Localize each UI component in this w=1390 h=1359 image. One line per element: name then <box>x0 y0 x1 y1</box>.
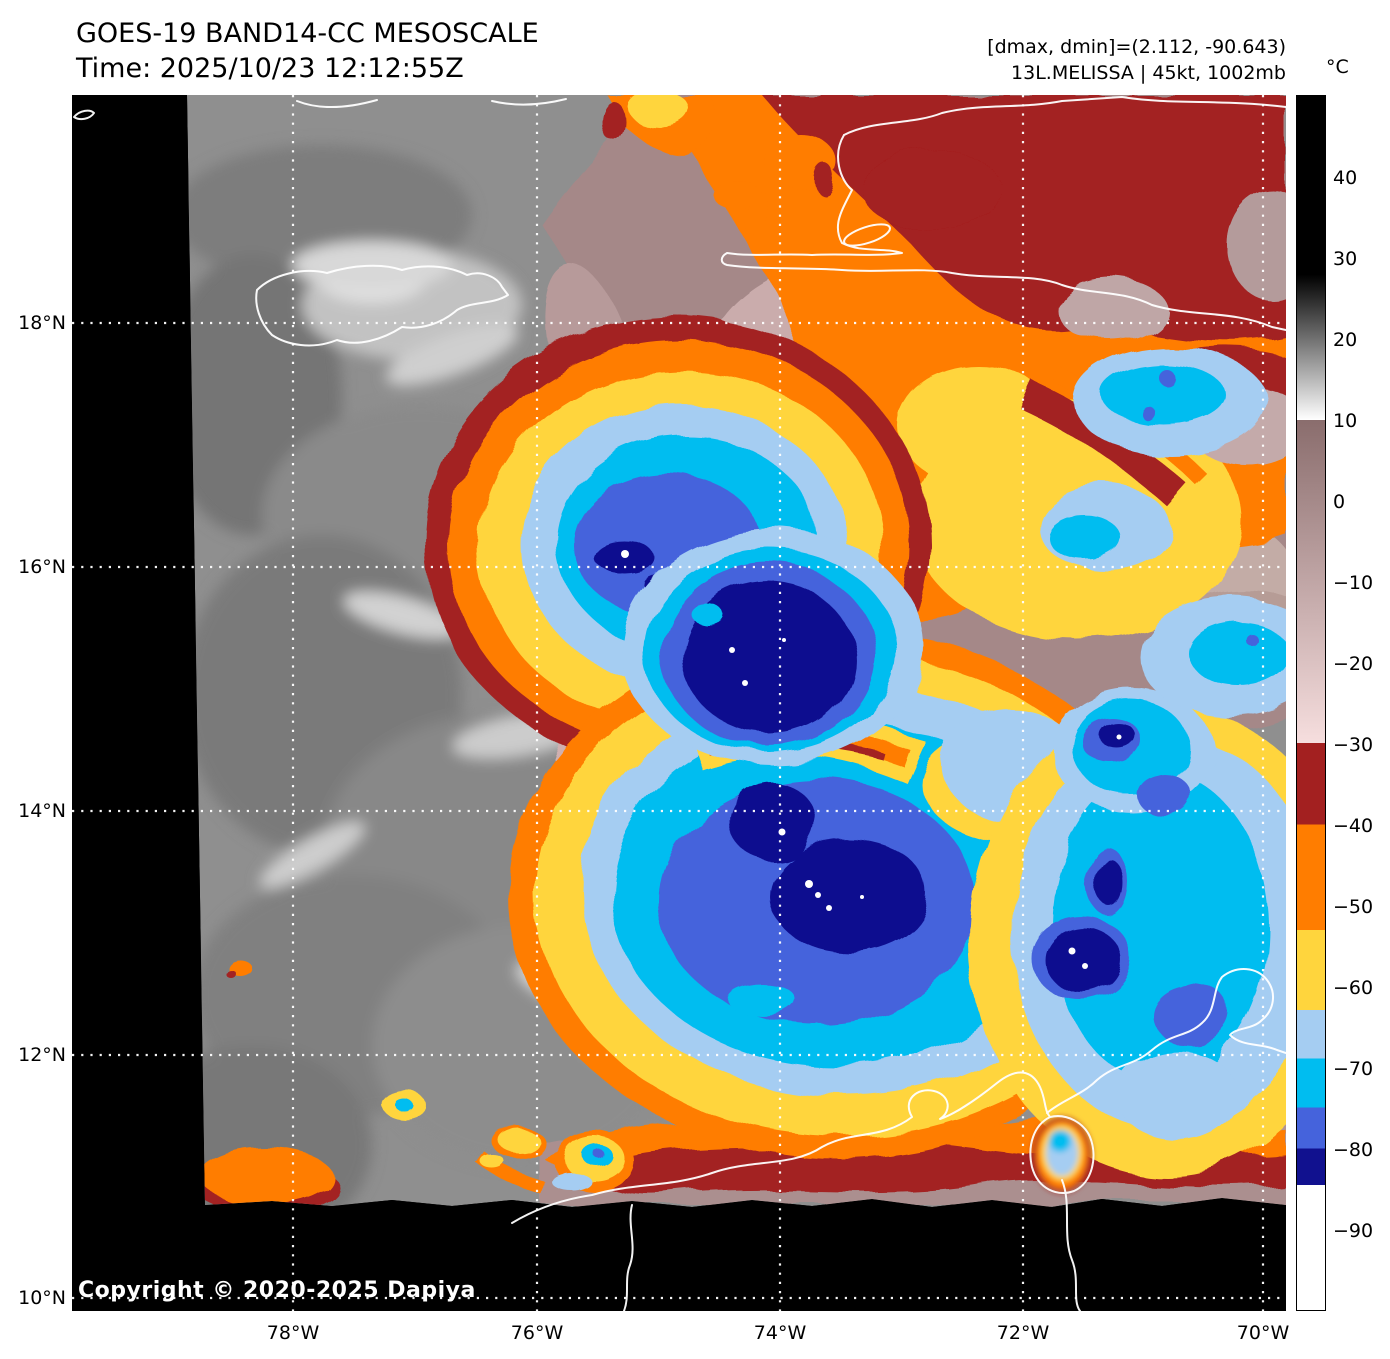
graticule <box>72 95 1286 1311</box>
colorbar-tick: 10 <box>1333 410 1358 432</box>
title-line-2: Time: 2025/10/23 12:12:55Z <box>76 53 464 84</box>
lake-maracaibo-cell <box>1032 1117 1092 1193</box>
coastlines <box>73 96 1286 1311</box>
hispaniola-west-south-coastline <box>720 134 1286 331</box>
lat-label-18n: 18°N <box>18 312 66 334</box>
storm-id-label: 13L.MELISSA | 45kt, 1002mb <box>1011 62 1286 84</box>
cuba-coastline-2 <box>491 98 567 106</box>
colorbar-tick: −10 <box>1333 572 1374 594</box>
river-line-2 <box>623 1204 634 1311</box>
lon-label-70w: 70°W <box>1236 1322 1290 1344</box>
colorbar-tick: 0 <box>1333 491 1346 513</box>
gonave-island-coastline <box>843 223 891 247</box>
colorbar-tick: −60 <box>1333 977 1374 999</box>
south-america-coastline <box>511 1071 1051 1224</box>
copyright-label: Copyright © 2020-2025 Dapiya <box>78 1278 476 1303</box>
lon-label-72w: 72°W <box>996 1322 1050 1344</box>
cayman-island-coastline <box>73 109 95 121</box>
lon-label-78w: 78°W <box>266 1322 320 1344</box>
storm-info: [dmax, dmin]=(2.112, -90.643) 13L.MELISS… <box>987 34 1286 86</box>
colorbar-tick: 40 <box>1333 167 1358 189</box>
cold-cloud-systems <box>383 317 1286 1191</box>
lat-label-10n: 10°N <box>18 1287 66 1309</box>
colorbar-tick: −50 <box>1333 896 1374 918</box>
temperature-colorbar <box>1296 95 1326 1311</box>
lake-maracaibo-coastline <box>1029 1115 1095 1194</box>
satellite-map-frame: Copyright © 2020-2025 Dapiya <box>72 95 1286 1311</box>
lat-label-14n: 14°N <box>18 800 66 822</box>
lat-label-12n: 12°N <box>18 1044 66 1066</box>
venezuela-coastline <box>1046 968 1286 1114</box>
plot-title: GOES-19 BAND14-CC MESOSCALE Time: 2025/1… <box>76 16 539 86</box>
colorbar-tick: −20 <box>1333 653 1374 675</box>
colorbar-tick: 30 <box>1333 248 1358 270</box>
cuba-coastline <box>296 99 378 108</box>
dmax-dmin-label: [dmax, dmin]=(2.112, -90.643) <box>987 36 1286 58</box>
title-line-1: GOES-19 BAND14-CC MESOSCALE <box>76 18 539 49</box>
colorbar-tick: −80 <box>1333 1139 1374 1161</box>
colorbar-tick: −40 <box>1333 815 1374 837</box>
colorbar-tick: −90 <box>1333 1220 1374 1242</box>
overshoot-speckles <box>621 550 1122 969</box>
jamaica-coastline <box>255 264 509 347</box>
colorbar-tick: −30 <box>1333 734 1374 756</box>
lat-label-16n: 16°N <box>18 556 66 578</box>
satellite-map <box>72 95 1286 1311</box>
colorbar-tick: −70 <box>1333 1058 1374 1080</box>
lon-label-76w: 76°W <box>510 1322 564 1344</box>
lon-label-74w: 74°W <box>753 1322 807 1344</box>
colorbar-unit-label: °C <box>1326 56 1349 78</box>
hispaniola-north-coastline <box>843 96 1286 136</box>
colorbar-tick: 20 <box>1333 329 1358 351</box>
